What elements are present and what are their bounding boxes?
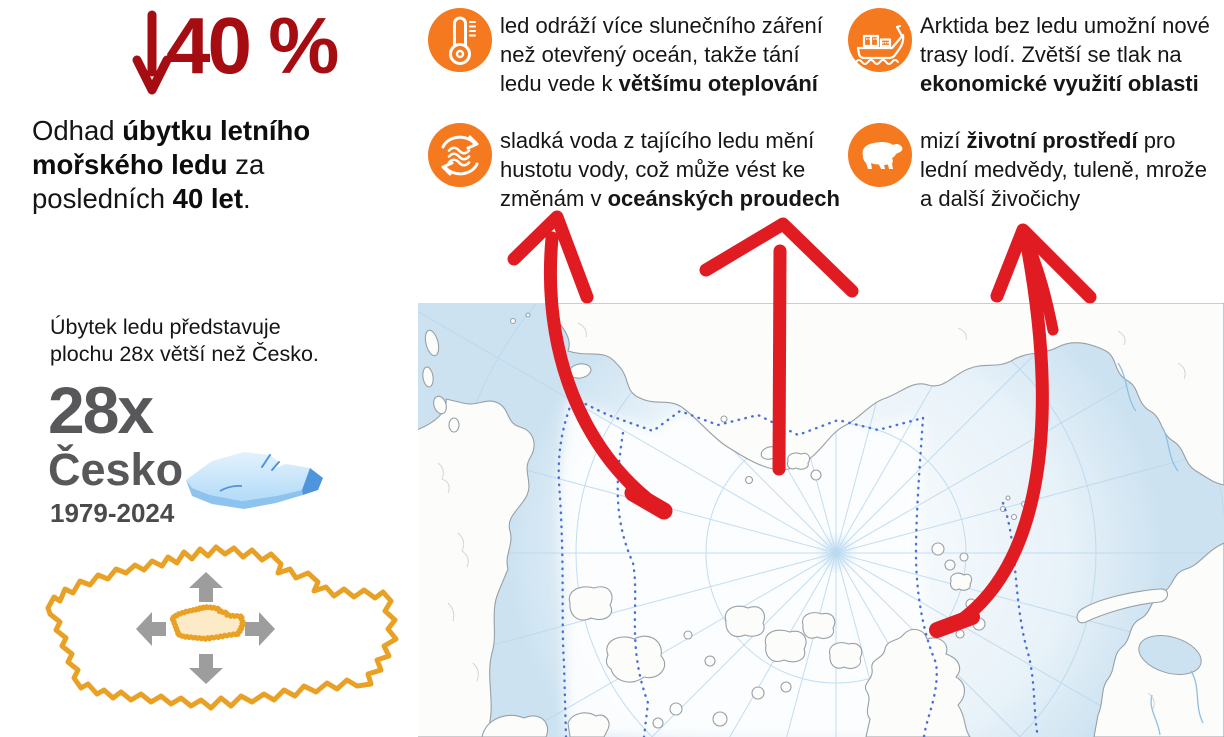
ship-icon: [848, 8, 912, 72]
ocean-currents-icon: [428, 123, 492, 187]
intro-text: Odhad úbytku letního mořského ledu za posl…: [32, 115, 311, 214]
fact-currents: sladká voda z tajícího ledu mění hustotu …: [500, 128, 840, 211]
thermometer-icon: [428, 8, 492, 72]
country-label: Česko: [48, 444, 184, 495]
fact-wildlife: mizí životní prostředí pro lední medvědy,…: [920, 128, 1207, 211]
polar-bear-icon: [848, 123, 912, 187]
fact-shipping: Arktida bez ledu umožní nové trasy lodí. …: [920, 13, 1210, 96]
period-label: 1979-2024: [50, 498, 175, 528]
multiplier-value: 28x: [48, 373, 154, 447]
headline-percent: 40 %: [166, 1, 339, 90]
czech-map-outline: [38, 535, 410, 737]
rivers: [1117, 362, 1204, 736]
fact-albedo: led odráží více slunečního záření než ote…: [500, 13, 823, 96]
ice-floe-illustration: [186, 452, 323, 509]
down-arrow-icon: [132, 10, 172, 95]
arctic-map: [418, 303, 1224, 737]
comparison-caption: Úbytek ledu představuje plochu 28x větší…: [50, 315, 319, 366]
